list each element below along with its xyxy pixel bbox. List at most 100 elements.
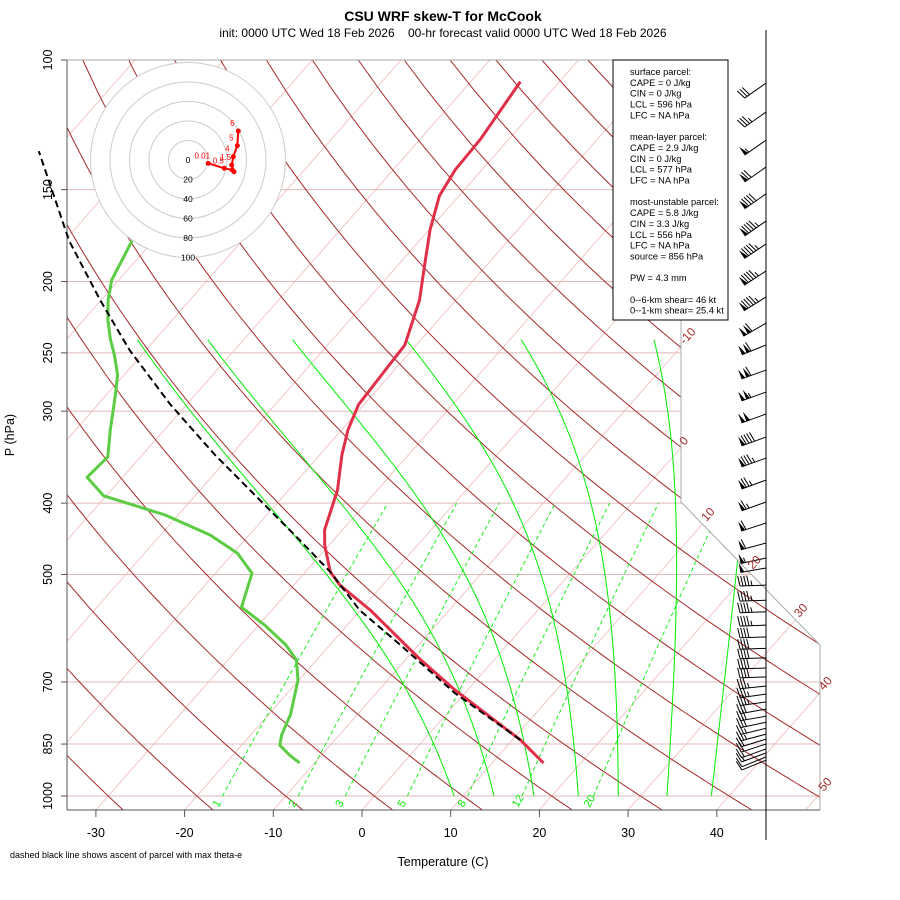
isotherm-label: -10 (677, 325, 699, 347)
parcel-info-line: mean-layer parcel: (630, 132, 707, 142)
wind-barb-half (750, 620, 753, 626)
wind-barb-full (740, 539, 747, 549)
parcel-info-line: 0--1-km shear= 25.4 kt (630, 306, 724, 316)
wind-barb-staff (744, 111, 767, 128)
moist-adiabat-line (137, 339, 455, 797)
wind-barb-full (740, 456, 747, 466)
wind-barb-full (748, 220, 757, 229)
dry-adiabat-line (174, 60, 820, 810)
wind-barb-full (746, 602, 750, 613)
wind-barb-pennant (742, 343, 751, 353)
wind-barb (738, 366, 767, 380)
wind-barb-full (738, 724, 745, 735)
wind-barb-full (739, 717, 744, 728)
wind-barb-pennant (738, 369, 746, 379)
wind-barb-full (746, 667, 750, 678)
wind-barb-full (746, 590, 750, 601)
wind-barb-full (743, 615, 747, 626)
dry-adiabat-line (67, 60, 126, 810)
wind-barb-full (741, 716, 747, 727)
wind-barb-full (742, 687, 747, 698)
wind-barb-full (745, 222, 755, 231)
hodograph-point (230, 154, 236, 160)
wind-barb-staff (741, 413, 767, 424)
x-tick-label: 0 (359, 826, 366, 840)
wind-barb (735, 752, 767, 763)
wind-barb-full (748, 269, 757, 278)
wind-barb-pennant (742, 389, 750, 400)
moist-adiabat-line (653, 339, 678, 797)
wind-barb-full (740, 520, 747, 530)
wind-barb-full (741, 171, 750, 180)
parcel-info-line: surface parcel: (630, 67, 691, 77)
hodograph-point (221, 165, 227, 171)
wind-barb-full (740, 602, 744, 613)
wind-barb-full (745, 297, 754, 306)
wind-barb-full (743, 477, 750, 487)
isotherm-line (627, 60, 820, 810)
mixing-ratio-line (344, 502, 500, 797)
hodograph-ring (109, 81, 267, 239)
wind-barb-half (744, 148, 750, 153)
wind-barb-full (746, 638, 750, 650)
wind-barb-staff (741, 344, 767, 356)
wind-barb-staff (740, 738, 767, 748)
mixing-ratio-line (593, 502, 724, 797)
wind-barb-full (740, 575, 744, 587)
mixing-ratio-line (406, 502, 556, 797)
wind-barb-pennant (742, 325, 752, 334)
wind-barb (736, 678, 767, 690)
wind-barb-half (754, 245, 759, 250)
wind-barb-half (743, 734, 748, 740)
wind-barb (735, 759, 767, 771)
wind-barb (738, 295, 767, 312)
wind-barb-full (746, 454, 753, 464)
wind-barb-staff (739, 624, 767, 627)
wind-barb-full (737, 591, 741, 602)
wind-barb-full (740, 627, 744, 638)
wind-barb-full (736, 90, 746, 99)
wind-barb-full (741, 225, 750, 234)
x-axis-label: Temperature (C) (398, 855, 489, 869)
plot-boundary (67, 59, 821, 810)
y-tick-label: 500 (41, 564, 55, 585)
wind-barb-pennant (738, 457, 746, 467)
wind-barb-pennant (738, 553, 745, 564)
dry-adiabat-line (67, 60, 395, 810)
dry-adiabat-line (82, 60, 820, 810)
wind-barb-full (738, 730, 745, 741)
wind-barb (739, 220, 767, 237)
parcel-info-line: CAPE = 5.8 J/kg (630, 208, 698, 218)
isotherm-line (539, 60, 820, 810)
wind-barb-full (741, 87, 750, 95)
dry-adiabat-line (265, 60, 820, 810)
hodograph: 0 20 40 60 80 100 0.010.51.54 5 6 (90, 62, 286, 263)
wind-barb-full (745, 342, 752, 352)
wind-barb-staff (739, 676, 767, 679)
isotherm-label: 40 (816, 673, 836, 693)
wind-barb (735, 724, 767, 736)
wind-barb (736, 111, 767, 128)
hodograph-ring-label: 60 (183, 214, 193, 224)
hodograph-ring-label: 20 (183, 175, 193, 185)
wind-barb-staff (744, 193, 767, 210)
parcel-info-line: CIN = 3.3 J/kg (630, 219, 689, 229)
wind-barb-full (740, 590, 744, 602)
wind-barb-staff (739, 657, 767, 660)
x-tick-label: -20 (176, 826, 194, 840)
wind-barbs (735, 82, 767, 771)
isotherm-label: 10 (698, 504, 718, 524)
wind-barb-full (737, 648, 741, 659)
mixing-ratio-label: 5 (396, 798, 409, 809)
wind-barb-staff (739, 599, 767, 602)
hodograph-height-label: 4 (225, 145, 230, 154)
wind-barb-pennant (739, 173, 748, 182)
hodograph-point (229, 162, 235, 168)
wind-barb-full (745, 244, 754, 253)
wind-barb-pennant (738, 345, 746, 355)
wind-barb-staff (740, 721, 767, 729)
wind-barb-full (740, 435, 747, 445)
hodograph-ring (168, 140, 208, 180)
wind-barb (738, 520, 767, 532)
wind-barb (737, 638, 767, 650)
